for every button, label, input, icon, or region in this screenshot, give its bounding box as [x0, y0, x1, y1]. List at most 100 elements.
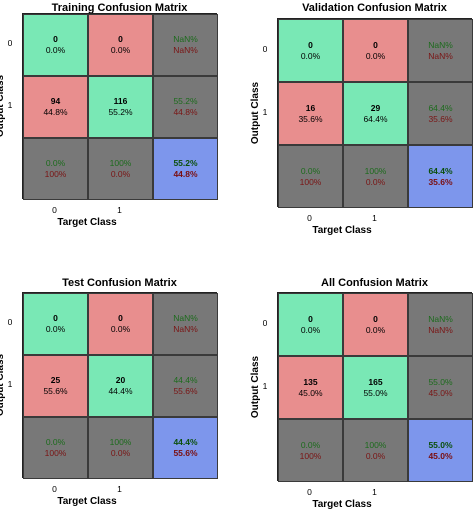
correct-cell: 29 64.4% [343, 82, 408, 145]
x-tick-label: 1 [117, 205, 122, 215]
error-rate: 55.6% [173, 448, 198, 458]
summary-cell: 64.4% 35.6% [408, 82, 473, 145]
cell-count: 25 [50, 375, 61, 385]
cell-count: 0 [118, 34, 123, 44]
correct-rate: 64.4% [428, 102, 453, 113]
x-tick-label: 0 [52, 484, 57, 494]
correct-rate: NaN% [428, 39, 453, 50]
error-rate: 55.6% [173, 386, 198, 396]
correct-rate: 0.0% [45, 158, 66, 168]
x-tick-label: 0 [52, 205, 57, 215]
summary-cell: 44.4% 55.6% [153, 355, 218, 417]
chart-title: Validation Confusion Matrix [302, 2, 447, 14]
y-axis-label: Output Class [250, 355, 261, 418]
error-rate: 45.0% [428, 387, 453, 398]
error-rate: 100% [44, 169, 67, 179]
x-tick-label: 0 [307, 213, 312, 223]
chart-title: Test Confusion Matrix [62, 277, 177, 289]
summary-cell: 100% 0.0% [343, 145, 408, 208]
y-tick-label: 1 [7, 379, 13, 389]
correct-rate: NaN% [428, 313, 453, 324]
cell-count: 20 [115, 375, 126, 385]
correct-rate: 55.2% [173, 158, 198, 168]
summary-cell: 0.0% 100% [278, 419, 343, 482]
error-rate: NaN% [173, 324, 198, 334]
error-rate: 0.0% [365, 450, 386, 461]
correct-rate: NaN% [173, 34, 198, 44]
cell-count: 0 [373, 39, 378, 50]
summary-cell: 55.0% 45.0% [408, 356, 473, 419]
x-axis-label: Target Class [312, 499, 372, 510]
cell-count: 0 [53, 313, 58, 323]
cell-percent: 0.0% [110, 324, 131, 334]
error-rate: 100% [299, 450, 322, 461]
correct-rate: 100% [364, 165, 387, 176]
error-rate: 35.6% [428, 176, 453, 187]
incorrect-cell: 16 35.6% [278, 82, 343, 145]
incorrect-cell: 25 55.6% [23, 355, 88, 417]
summary-cell: NaN% NaN% [153, 293, 218, 355]
x-axis-label: Target Class [312, 225, 372, 236]
correct-cell: 0 0.0% [23, 14, 88, 76]
x-tick-label: 0 [307, 487, 312, 497]
error-rate: 0.0% [365, 176, 386, 187]
correct-rate: 100% [109, 158, 132, 168]
correct-cell: 165 55.0% [343, 356, 408, 419]
cell-count: 0 [373, 313, 378, 324]
correct-rate: 0.0% [300, 439, 321, 450]
incorrect-cell: 0 0.0% [343, 19, 408, 82]
correct-rate: 44.4% [173, 437, 198, 447]
incorrect-cell: 0 0.0% [88, 293, 153, 355]
correct-rate: NaN% [173, 313, 198, 323]
correct-rate: 64.4% [428, 165, 453, 176]
error-rate: 0.0% [110, 448, 131, 458]
correct-cell: 116 55.2% [88, 76, 153, 138]
error-rate: NaN% [173, 45, 198, 55]
incorrect-cell: 135 45.0% [278, 356, 343, 419]
correct-rate: 0.0% [300, 165, 321, 176]
y-tick-label: 1 [262, 380, 268, 391]
cell-count: 0 [308, 39, 313, 50]
correct-rate: 100% [364, 439, 387, 450]
overall-accuracy-cell: 64.4% 35.6% [408, 145, 473, 208]
error-rate: 44.8% [173, 169, 198, 179]
cell-percent: 45.0% [298, 387, 323, 398]
correct-rate: 55.0% [428, 376, 453, 387]
cell-percent: 0.0% [365, 324, 386, 335]
cell-percent: 44.8% [43, 107, 68, 117]
cell-count: 116 [113, 96, 128, 106]
summary-cell: 0.0% 100% [23, 138, 88, 200]
y-axis-label: Output Class [250, 81, 261, 144]
y-axis-label: Output Class [0, 353, 6, 417]
y-tick-label: 0 [7, 38, 13, 48]
overall-accuracy-cell: 55.0% 45.0% [408, 419, 473, 482]
summary-cell: 0.0% 100% [23, 417, 88, 479]
cell-percent: 0.0% [365, 50, 386, 61]
cell-percent: 35.6% [298, 113, 323, 124]
incorrect-cell: 0 0.0% [88, 14, 153, 76]
cell-percent: 0.0% [300, 324, 321, 335]
chart-title: All Confusion Matrix [321, 277, 428, 289]
error-rate: 45.0% [428, 450, 453, 461]
y-tick-label: 1 [262, 106, 268, 117]
correct-rate: 0.0% [45, 437, 66, 447]
y-tick-label: 0 [262, 317, 268, 328]
error-rate: 35.6% [428, 113, 453, 124]
cell-percent: 0.0% [110, 45, 131, 55]
correct-cell: 0 0.0% [23, 293, 88, 355]
correct-cell: 0 0.0% [278, 293, 343, 356]
incorrect-cell: 0 0.0% [343, 293, 408, 356]
error-rate: 100% [44, 448, 67, 458]
error-rate: NaN% [428, 50, 453, 61]
overall-accuracy-cell: 44.4% 55.6% [153, 417, 218, 479]
y-tick-label: 0 [7, 317, 13, 327]
correct-rate: 55.0% [428, 439, 453, 450]
cell-percent: 55.0% [363, 387, 388, 398]
cell-percent: 0.0% [45, 324, 66, 334]
correct-cell: 20 44.4% [88, 355, 153, 417]
confusion-grid: 0 0.0% 0 0.0% NaN% NaN% 25 55.6% 20 44.4% 44.4% 55.… [22, 292, 218, 479]
cell-percent: 44.4% [108, 386, 133, 396]
cell-count: 0 [308, 313, 313, 324]
y-axis-label: Output Class [0, 74, 6, 138]
confusion-grid: 0 0.0% 0 0.0% NaN% NaN% 94 44.8% 116 55.2% 55.2% 44… [22, 13, 218, 200]
